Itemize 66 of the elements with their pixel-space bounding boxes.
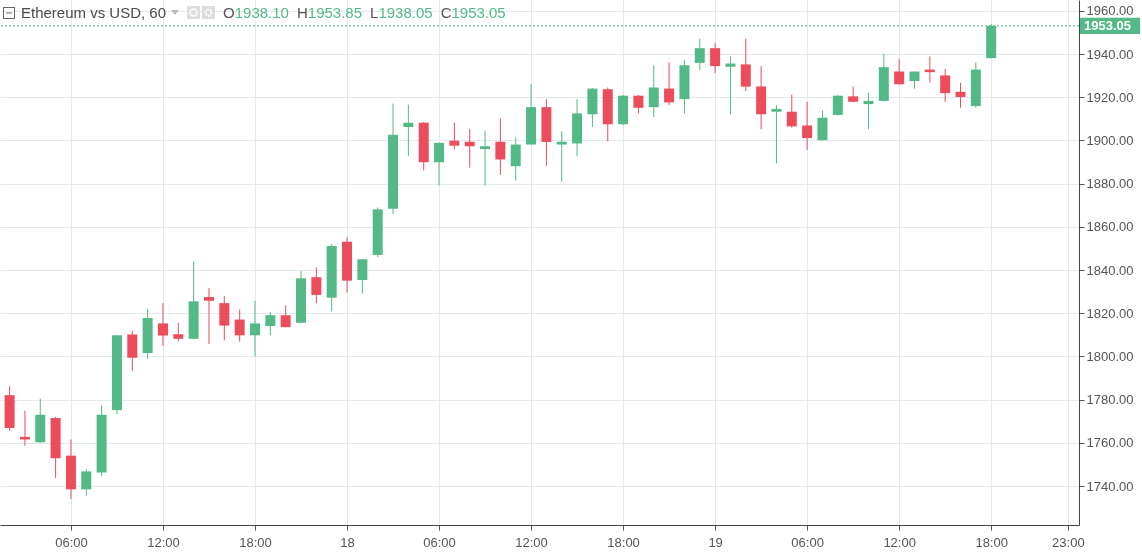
- x-tick-label: 18:00: [975, 534, 1008, 550]
- candlestick: [480, 129, 491, 187]
- x-tick-label: 06:00: [423, 534, 456, 550]
- ref-line-label: 1953.05: [451, 4, 506, 21]
- x-tick-label: 12:00: [883, 534, 916, 550]
- candlestick: [250, 300, 260, 358]
- candlestick: [311, 266, 322, 304]
- y-tick-label: 1920.00: [1086, 89, 1134, 105]
- candlestick: [556, 130, 567, 183]
- candlestick: [848, 85, 859, 103]
- candlestick: [694, 38, 705, 71]
- candlestick: [219, 295, 230, 341]
- y-tick-label: 1820.00: [1086, 305, 1134, 321]
- y-tick-label: 1900.00: [1086, 132, 1134, 148]
- y-tick-label: 1880.00: [1086, 176, 1134, 192]
- y-tick-label: 1940.00: [1086, 46, 1134, 62]
- x-tick-label: 18:00: [607, 534, 640, 550]
- candlestick: [633, 94, 644, 114]
- candlestick: [357, 258, 368, 295]
- candlestick: [940, 68, 951, 103]
- x-tick-label: 18:00: [239, 534, 272, 550]
- candlestick: [802, 101, 813, 151]
- x-tick-label: 19: [708, 534, 723, 550]
- candlestick: [664, 61, 675, 106]
- x-tick-label: 12:00: [515, 534, 548, 550]
- annotation: L1938.05: [370, 4, 433, 21]
- candlestick: [495, 117, 506, 176]
- candlestick: [863, 92, 874, 130]
- candlestick: [710, 42, 721, 74]
- candlestick: [434, 142, 445, 187]
- x-tick-label: 18: [340, 534, 355, 550]
- candlestick: [265, 311, 276, 336]
- candlestick: [449, 122, 460, 150]
- candlestick: [203, 287, 214, 345]
- candlestick: [81, 468, 92, 497]
- candlestick: [725, 55, 736, 115]
- y-tick-label: 1740.00: [1086, 478, 1134, 494]
- annotation: O1938.10: [223, 4, 289, 21]
- y-tick-label: 1860.00: [1086, 219, 1134, 235]
- chart-title: Ethereum vs USD, 60: [21, 4, 167, 21]
- candlestick: [786, 94, 797, 129]
- candlestick: [648, 64, 659, 118]
- candlestick: [510, 136, 521, 182]
- candlestick: [817, 110, 828, 141]
- x-tick-label: 12:00: [147, 534, 180, 550]
- candlestick: [403, 104, 414, 157]
- y-tick-label: 1960.00: [1086, 3, 1134, 19]
- y-tick-label: 1840.00: [1086, 262, 1134, 278]
- candlestick: [157, 302, 168, 347]
- text: 1953.05: [1084, 17, 1131, 33]
- x-tick-label: 23:00: [1052, 534, 1085, 550]
- candlestick: [832, 94, 843, 117]
- x-tick-label: 06:00: [55, 534, 88, 550]
- candlestick: [173, 322, 184, 343]
- candlestick: [234, 309, 245, 343]
- x-tick-label: 06:00: [791, 534, 824, 550]
- candlestick: [894, 58, 905, 86]
- candlestick: [955, 82, 966, 109]
- candlestick: [127, 330, 138, 372]
- candlestick: [740, 38, 751, 92]
- candlestick: [771, 104, 782, 164]
- y-tick-label: 1760.00: [1086, 435, 1134, 451]
- y-tick-label: 1800.00: [1086, 348, 1134, 364]
- text: C: [440, 4, 452, 21]
- y-tick-label: 1780.00: [1086, 392, 1134, 408]
- annotation: H1953.85: [296, 4, 363, 21]
